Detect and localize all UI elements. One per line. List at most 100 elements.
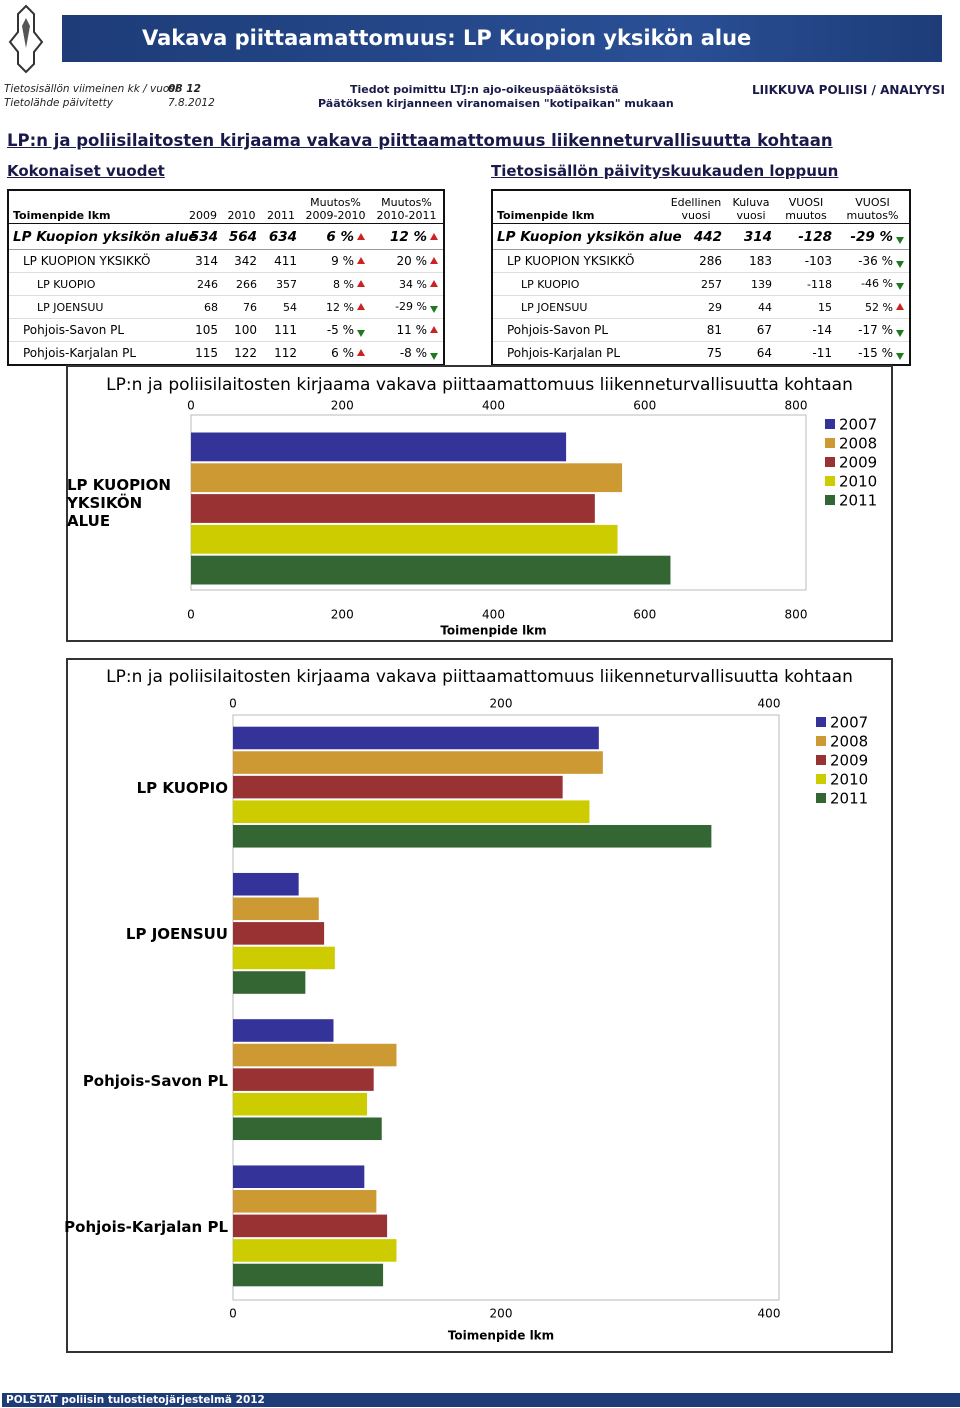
category-label: LP JOENSUU bbox=[125, 925, 228, 944]
table-cell: LP KUOPION YKSIKKÖ bbox=[8, 249, 184, 273]
table-cell: 105 bbox=[184, 318, 222, 342]
section-title: LP:n ja poliisilaitosten kirjaama vakava… bbox=[7, 131, 833, 150]
cell-text: 76 bbox=[243, 300, 257, 314]
table-cell: 44 bbox=[726, 295, 776, 319]
cell-text: -29 % bbox=[395, 300, 427, 313]
table-cell: LP KUOPIO bbox=[8, 272, 184, 296]
cell-text: 6 % bbox=[331, 346, 354, 360]
table-cell: -36 % bbox=[836, 249, 910, 273]
table-cell: 20 % bbox=[370, 249, 444, 273]
cell-text: 411 bbox=[274, 254, 297, 268]
cell-text: 442 bbox=[693, 228, 722, 245]
arrow-down bbox=[896, 236, 904, 244]
column-header: 2009 bbox=[184, 190, 222, 224]
cell-text: LP KUOPIO bbox=[37, 277, 96, 291]
arrow-down bbox=[896, 260, 904, 268]
column-header: VUOSI muutos bbox=[776, 190, 836, 224]
arrow-shape bbox=[430, 306, 438, 313]
cell-text: Pohjois-Karjalan PL bbox=[507, 346, 621, 360]
table-cell: -11 bbox=[776, 341, 836, 366]
table-cell: -29 % bbox=[370, 295, 444, 319]
arrow-down bbox=[896, 329, 904, 337]
cell-text: 357 bbox=[276, 277, 297, 291]
cell-text: LP KUOPIO bbox=[521, 277, 580, 291]
table-cell: 342 bbox=[222, 249, 261, 273]
cell-text: 314 bbox=[195, 254, 218, 268]
arrow-shape bbox=[896, 329, 904, 337]
table: Toimenpide lkm 2009 2010 2011 Muutos% 2009-2… bbox=[7, 189, 445, 366]
table-cell: 183 bbox=[726, 249, 776, 273]
table-cell: 12 % bbox=[301, 295, 370, 319]
table-cell: 112 bbox=[261, 341, 301, 366]
arrow-up bbox=[357, 279, 365, 287]
table-cell: 411 bbox=[261, 249, 301, 273]
column-header: Toimenpide lkm bbox=[492, 190, 666, 224]
table-row: LP JOENSUU 68 76 54 12 % -29 % bbox=[8, 295, 444, 319]
column-header: Edellinen vuosi bbox=[666, 190, 726, 224]
table-cell: 357 bbox=[261, 272, 301, 296]
table-cell: -118 bbox=[776, 272, 836, 296]
cell-text: 100 bbox=[234, 323, 257, 337]
arrow-shape bbox=[357, 349, 365, 356]
cell-text: 54 bbox=[283, 300, 297, 314]
cell-text: 634 bbox=[268, 228, 297, 245]
table-cell: 634 bbox=[261, 223, 301, 250]
cell-text: 68 bbox=[204, 300, 218, 314]
info-label: Tietosisällön viimeinen kk / vuosi bbox=[4, 83, 178, 95]
cell-text: 122 bbox=[234, 346, 257, 360]
table-cell: -29 % bbox=[836, 223, 910, 250]
table-cell: Pohjois-Savon PL bbox=[8, 318, 184, 342]
cell-text: Pohjois-Savon PL bbox=[507, 323, 609, 337]
table-cell: 54 bbox=[261, 295, 301, 319]
header-bar: Vakava piittaamattomuus: LP Kuopion yksi… bbox=[62, 15, 942, 62]
cell-text: 266 bbox=[236, 277, 257, 291]
table-cell: 76 bbox=[222, 295, 261, 319]
cell-text: 81 bbox=[706, 323, 722, 337]
cell-text: 20 % bbox=[396, 254, 428, 268]
arrow-up bbox=[896, 302, 904, 310]
cell-text: Pohjois-Karjalan PL bbox=[23, 346, 137, 360]
cell-text: 257 bbox=[701, 277, 722, 291]
arrow-down bbox=[357, 329, 365, 337]
table-cell: 6 % bbox=[301, 223, 370, 250]
cell-text: 534 bbox=[189, 228, 218, 245]
table-cell: 9 % bbox=[301, 249, 370, 273]
arrow-up bbox=[357, 232, 365, 240]
arrow-shape bbox=[357, 329, 365, 337]
table-cell: -128 bbox=[776, 223, 836, 250]
arrow-shape bbox=[357, 302, 365, 310]
table-cell: 111 bbox=[261, 318, 301, 342]
table-cell: Pohjois-Savon PL bbox=[492, 318, 666, 342]
table-cell: LP JOENSUU bbox=[8, 295, 184, 319]
cell-text: 52 % bbox=[865, 300, 893, 314]
arrow-up bbox=[357, 257, 365, 264]
column-header: Muutos% 2009-2010 bbox=[301, 190, 370, 224]
source: Päätöksen kirjanneen viranomaisen "kotip… bbox=[318, 97, 674, 110]
table-cell: 8 % bbox=[301, 272, 370, 296]
table-cell: LP KUOPIO bbox=[492, 272, 666, 296]
cell-text: -17 % bbox=[858, 322, 893, 337]
table-cell: Pohjois-Karjalan PL bbox=[492, 341, 666, 366]
cell-text: 34 % bbox=[399, 277, 427, 291]
column-header: VUOSI muutos% bbox=[836, 190, 910, 224]
cell-text: -5 % bbox=[326, 322, 354, 337]
cell-text: LP JOENSUU bbox=[521, 300, 588, 314]
table-cell: LP KUOPION YKSIKKÖ bbox=[492, 249, 666, 273]
cell-text: 6 % bbox=[326, 228, 354, 245]
table-cell: 564 bbox=[222, 223, 261, 250]
table-cell: 246 bbox=[184, 272, 222, 296]
column-header: 2011 bbox=[261, 190, 301, 224]
table-cell: 6 % bbox=[301, 341, 370, 366]
cell-text: 9 % bbox=[331, 254, 354, 268]
arrow-shape bbox=[896, 302, 904, 310]
arrow-shape bbox=[896, 283, 904, 290]
arrow-shape bbox=[357, 232, 365, 240]
cell-text: 105 bbox=[195, 323, 218, 337]
cell-text: LP JOENSUU bbox=[37, 300, 104, 314]
arrow-up bbox=[357, 302, 365, 310]
arrow-shape bbox=[896, 236, 904, 244]
cell-text: -11 bbox=[812, 346, 832, 360]
arrow-up bbox=[430, 326, 438, 333]
cell-text: 286 bbox=[699, 254, 722, 268]
